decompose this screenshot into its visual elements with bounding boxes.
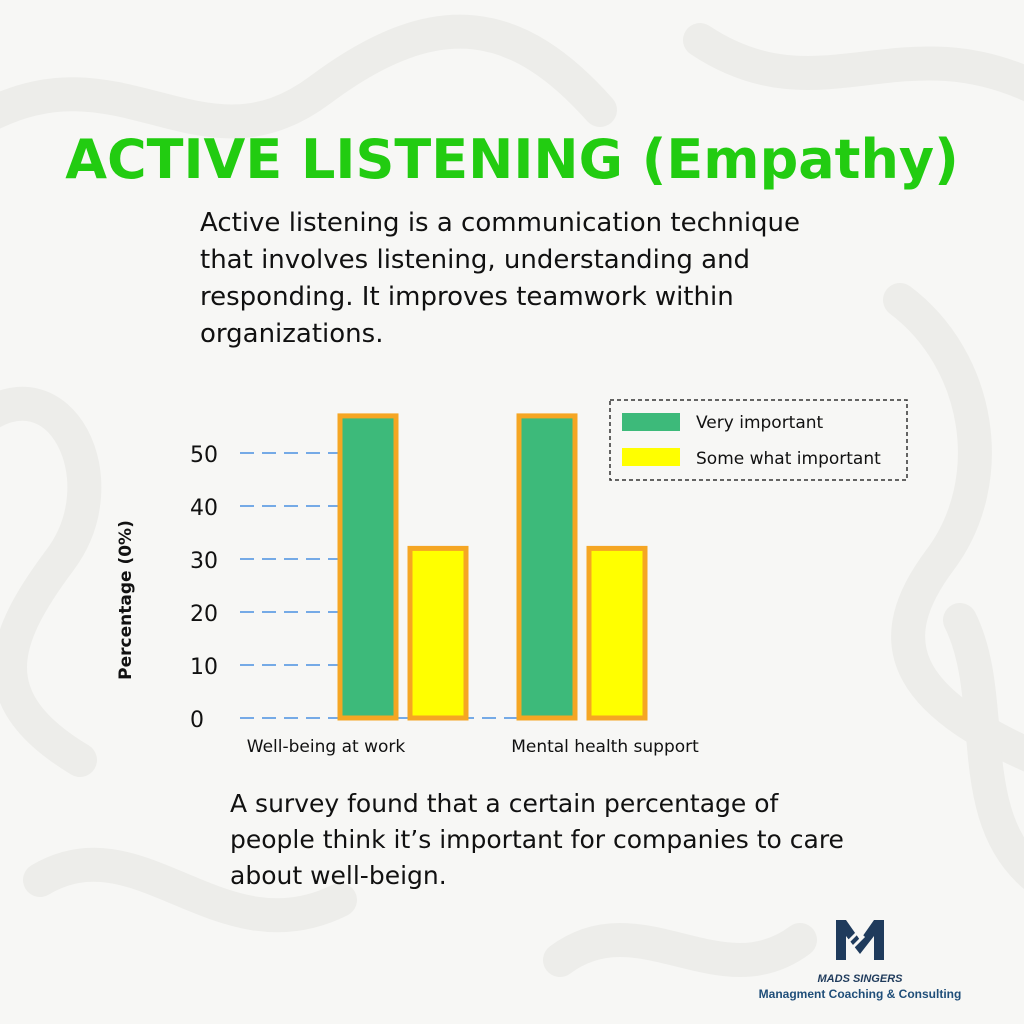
survey-paragraph: A survey found that a certain percentage… bbox=[230, 789, 844, 890]
bar-very-important-2 bbox=[516, 413, 578, 721]
y-tick-label: 0 bbox=[190, 708, 204, 733]
brand-name: MADS SINGERS bbox=[817, 973, 903, 985]
bar-very-important-1 bbox=[337, 413, 399, 721]
legend-swatch-very-important bbox=[622, 413, 680, 431]
legend-box bbox=[609, 399, 908, 481]
y-tick-label: 10 bbox=[190, 655, 218, 680]
chart-legend: Very important Some what important bbox=[609, 399, 908, 481]
intro-paragraph: Active listening is a communication tech… bbox=[200, 208, 801, 349]
y-tick-label: 30 bbox=[190, 549, 218, 574]
bar-somewhat-important-1 bbox=[407, 545, 469, 721]
y-tick-label: 40 bbox=[190, 496, 218, 521]
page-title: ACTIVE LISTENING (Empathy) bbox=[65, 128, 959, 191]
x-category-label: Mental health support bbox=[511, 737, 699, 757]
m-logo-icon bbox=[836, 920, 884, 960]
legend-swatch-somewhat-important bbox=[622, 448, 680, 466]
legend-label-somewhat-important: Some what important bbox=[696, 449, 881, 469]
y-tick-label: 50 bbox=[190, 443, 218, 468]
y-axis-label: Percentage (0%) bbox=[116, 520, 136, 680]
brand-tagline: Managment Coaching & Consulting bbox=[758, 987, 962, 1001]
legend-label-very-important: Very important bbox=[696, 413, 824, 433]
x-category-label: Well-being at work bbox=[247, 737, 406, 757]
bar-somewhat-important-2 bbox=[586, 545, 648, 721]
y-tick-label: 20 bbox=[190, 602, 218, 627]
